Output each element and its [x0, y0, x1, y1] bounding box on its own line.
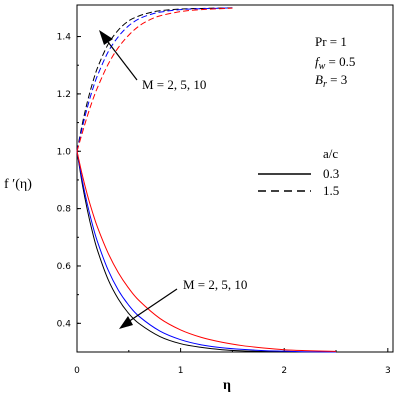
- y-axis-title: f ′(η): [4, 177, 32, 192]
- param-pr: Pr = 1: [315, 34, 347, 49]
- legend-label-dashed: 1.5: [323, 183, 339, 198]
- annotation-lower-arrow-head: [119, 316, 133, 329]
- annotation-lower-label: M = 2, 5, 10: [183, 277, 247, 292]
- series-line-dashed-3: [76, 7, 233, 152]
- y-tick-label: 0.6: [57, 262, 72, 272]
- y-tick-label: 1.2: [57, 90, 71, 100]
- legend-label-solid: 0.3: [323, 166, 339, 181]
- x-tick-label: 0: [74, 366, 80, 376]
- axis-ticks: [76, 36, 389, 353]
- annotation-upper-arrow-line: [107, 41, 138, 81]
- annotation-lower: M = 2, 5, 10: [119, 277, 247, 329]
- series-line-dashed-4: [76, 7, 233, 152]
- y-tick-label: 1.0: [57, 147, 72, 157]
- series-line-solid-1: [76, 151, 337, 353]
- param-fw: fw = 0.5: [315, 54, 355, 72]
- legend-title: a/c: [323, 146, 338, 161]
- plot-frame: [76, 4, 394, 353]
- y-tick-label: 0.4: [57, 319, 72, 329]
- annotation-upper: M = 2, 5, 10: [99, 30, 206, 92]
- x-tick-label: 1: [178, 366, 184, 376]
- parameter-box: Pr = 1 fw = 0.5 Br = 3: [315, 34, 355, 90]
- tick-labels: 0 1 2 3 0.4 0.6 0.8 1.0 1.2 1.4: [57, 33, 391, 376]
- param-br: Br = 3: [315, 72, 347, 90]
- series-line-solid-0: [76, 151, 337, 353]
- x-tick-label: 2: [281, 366, 287, 376]
- y-tick-label: 0.8: [57, 205, 72, 215]
- legend: a/c 0.3 1.5: [258, 146, 339, 198]
- annotation-upper-arrow-head: [99, 30, 113, 45]
- x-axis-title: η: [223, 378, 231, 393]
- annotation-lower-arrow-line: [127, 288, 178, 323]
- x-tick-label: 3: [385, 366, 391, 376]
- series-layer: [76, 7, 337, 353]
- y-tick-label: 1.4: [57, 33, 72, 43]
- series-line-dashed-5: [76, 7, 233, 152]
- series-line-solid-2: [76, 151, 337, 352]
- annotation-upper-label: M = 2, 5, 10: [142, 77, 206, 92]
